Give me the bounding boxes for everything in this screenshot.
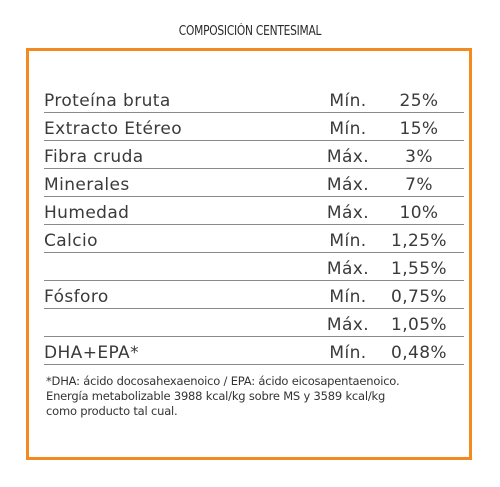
- table-row: Proteína bruta Mín. 25%: [44, 84, 464, 113]
- table-row: Minerales Máx. 7%: [44, 168, 464, 197]
- nutrient-value: 1,25%: [390, 231, 447, 251]
- table-row: Calcio Mín. 1,25%: [44, 224, 464, 253]
- nutrient-label: Humedad: [44, 203, 130, 223]
- table-row: Máx. 1,55%: [44, 252, 464, 281]
- footnote-line: *DHA: ácido docosahexaenoico / EPA: ácid…: [46, 374, 400, 388]
- nutrient-value: 3%: [405, 147, 433, 167]
- footnote-line: como producto tal cual.: [46, 404, 178, 418]
- limit-qualifier: Mín.: [329, 231, 367, 251]
- nutrient-value: 10%: [399, 203, 439, 223]
- table-row: Fósforo Mín. 0,75%: [44, 280, 464, 309]
- limit-qualifier: Máx.: [326, 315, 370, 335]
- composition-table-box: Proteína bruta Mín. 25% Extracto Etéreo …: [26, 48, 472, 460]
- footnote: *DHA: ácido docosahexaenoico / EPA: ácid…: [46, 374, 466, 419]
- nutrient-label: Fósforo: [44, 287, 109, 307]
- limit-qualifier: Máx.: [326, 175, 370, 195]
- limit-qualifier: Máx.: [326, 259, 370, 279]
- limit-qualifier: Máx.: [326, 147, 370, 167]
- nutrient-value: 25%: [399, 91, 439, 111]
- nutrient-label: Minerales: [44, 175, 130, 195]
- nutrient-value: 1,05%: [390, 315, 447, 335]
- nutrient-value: 1,55%: [390, 259, 447, 279]
- section-heading: COMPOSICIÓN CENTESIMAL: [178, 24, 322, 39]
- nutrient-value: 15%: [399, 119, 439, 139]
- table-row: Humedad Máx. 10%: [44, 196, 464, 225]
- limit-qualifier: Mín.: [329, 119, 367, 139]
- table-row: Extracto Etéreo Mín. 15%: [44, 112, 464, 141]
- nutrient-label: Proteína bruta: [44, 91, 171, 111]
- limit-qualifier: Máx.: [326, 203, 370, 223]
- limit-qualifier: Mín.: [329, 287, 367, 307]
- nutrient-value: 7%: [405, 175, 433, 195]
- limit-qualifier: Mín.: [329, 343, 367, 363]
- nutrient-value: 0,75%: [390, 287, 447, 307]
- nutrient-label: DHA+EPA*: [44, 343, 139, 363]
- table-row: DHA+EPA* Mín. 0,48%: [44, 336, 464, 365]
- limit-qualifier: Mín.: [329, 91, 367, 111]
- table-row: Máx. 1,05%: [44, 308, 464, 337]
- nutrient-label: Fibra cruda: [44, 147, 144, 167]
- nutrient-label: Calcio: [44, 231, 98, 251]
- nutrient-value: 0,48%: [390, 343, 447, 363]
- nutrient-label: Extracto Etéreo: [44, 119, 183, 139]
- footnote-line: Energía metabolizable 3988 kcal/kg sobre…: [46, 389, 386, 403]
- table-row: Fibra cruda Máx. 3%: [44, 140, 464, 169]
